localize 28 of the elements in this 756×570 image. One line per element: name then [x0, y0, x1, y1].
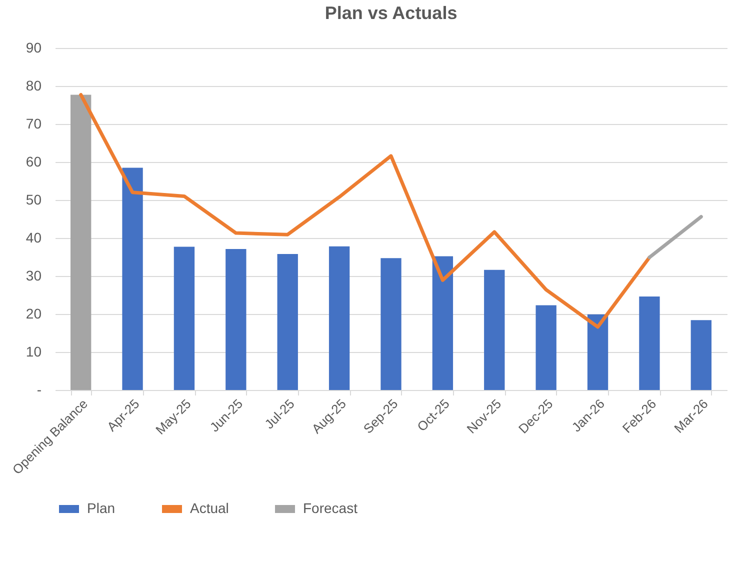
y-tick-label: 10: [26, 344, 42, 360]
bar: [122, 168, 143, 390]
bar: [484, 270, 505, 390]
y-tick-label: 30: [26, 268, 42, 284]
y-tick-label: 70: [26, 116, 42, 132]
bar: [277, 254, 298, 390]
bar: [639, 296, 660, 390]
bar: [70, 94, 92, 390]
bar: [226, 249, 246, 390]
bar: [536, 305, 556, 390]
bar: [328, 246, 350, 390]
y-tick-label: 90: [26, 40, 42, 56]
bar: [432, 256, 454, 390]
y-tick-label: 20: [26, 306, 42, 322]
y-tick-label: -: [36, 382, 42, 398]
legend-label: Forecast: [303, 500, 358, 516]
y-tick-label: 60: [26, 154, 42, 170]
bar: [690, 320, 712, 390]
line-series: [79, 92, 652, 329]
chart-title: Plan vs Actuals: [324, 3, 458, 23]
legend-label: Plan: [87, 500, 116, 516]
bar: [174, 246, 195, 390]
legend-label: Actual: [190, 500, 229, 516]
y-tick-label: 40: [26, 230, 42, 246]
bar: [587, 314, 608, 390]
y-tick-label: 50: [26, 192, 42, 208]
bar: [380, 258, 402, 390]
y-tick-label: 80: [26, 78, 42, 94]
